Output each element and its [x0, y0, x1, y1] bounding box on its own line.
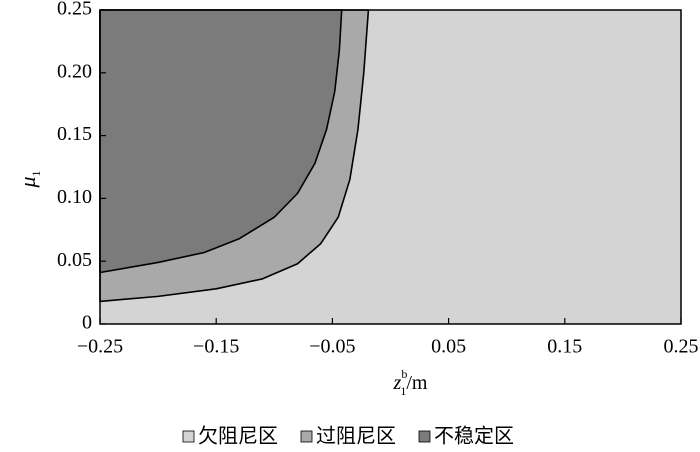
label-part: 1	[29, 170, 43, 176]
label-part: 1	[400, 384, 406, 398]
plot-frame	[99, 9, 682, 325]
label-part: μ	[15, 176, 40, 188]
label-part: z	[393, 372, 402, 394]
x-tick-label: 0.25	[664, 336, 699, 358]
legend-swatch	[300, 430, 313, 443]
legend-label: 欠阻尼区	[198, 424, 278, 448]
y-tick-label: 0.10	[57, 186, 92, 208]
x-tick-label: −0.15	[193, 336, 239, 358]
label-part: b	[401, 367, 407, 381]
y-tick-label: 0.25	[57, 0, 92, 20]
y-tick-label: 0.05	[57, 249, 92, 271]
legend-swatch	[182, 430, 195, 443]
y-tick-label: 0.15	[57, 123, 92, 145]
label-part: /m	[406, 372, 428, 394]
y-axis-label: μ1	[15, 170, 43, 188]
y-tick-label: 0	[82, 312, 92, 334]
x-tick-label: −0.25	[77, 336, 123, 358]
x-tick-label: −0.05	[309, 336, 355, 358]
y-tick-label: 0.20	[57, 60, 92, 82]
legend-swatch	[418, 430, 431, 443]
x-tick-label: 0.05	[431, 336, 466, 358]
legend-label: 过阻尼区	[316, 424, 396, 448]
legend-label: 不稳定区	[434, 424, 514, 448]
x-axis-label: zb 1/m	[393, 367, 428, 398]
x-tick-label: 0.15	[547, 336, 582, 358]
